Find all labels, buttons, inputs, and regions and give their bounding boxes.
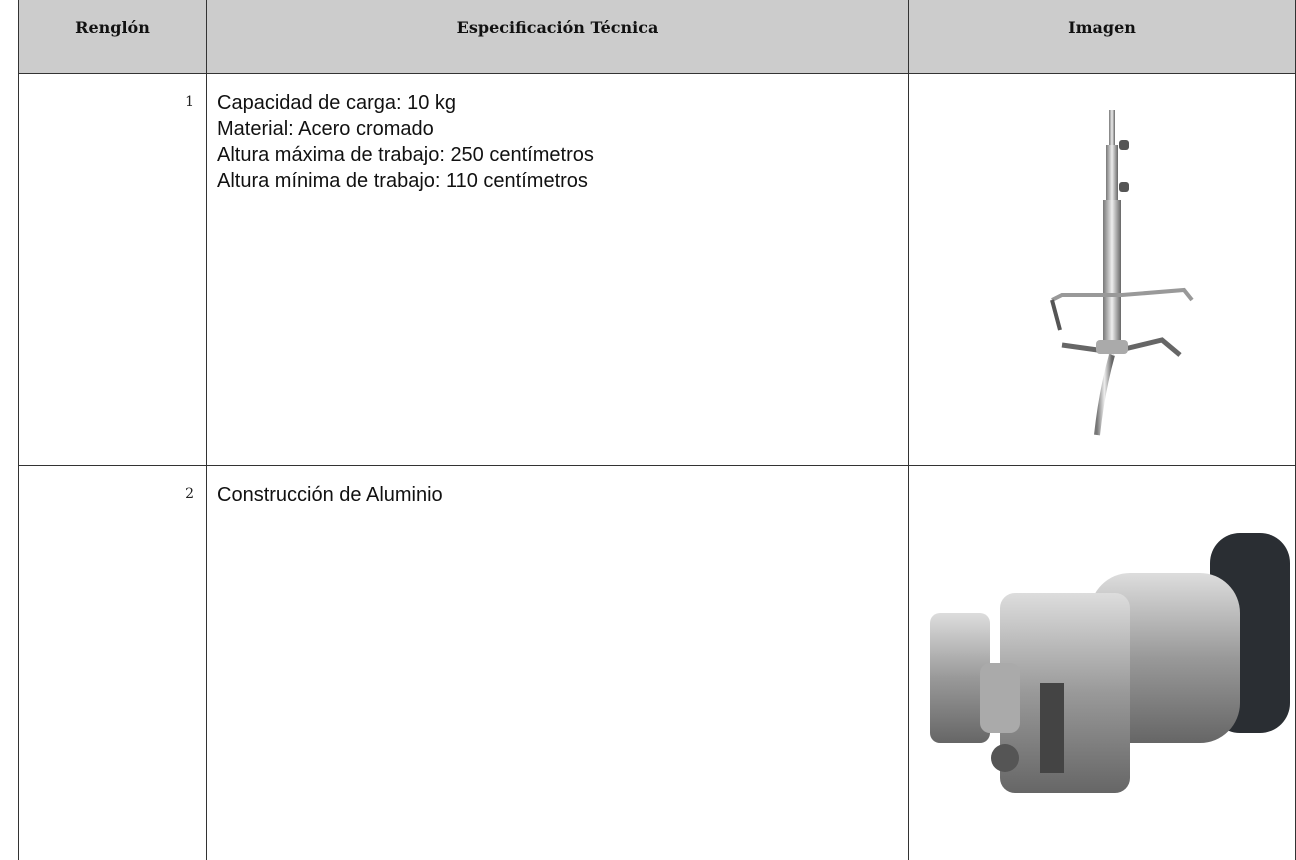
spec-line: Altura mínima de trabajo: 110 centímetro… xyxy=(217,170,588,192)
spec-line: Material: Acero cromado xyxy=(217,118,434,140)
spec-cell: Capacidad de carga: 10 kg Material: Acero… xyxy=(206,73,908,465)
spec-line: Construcción de Aluminio xyxy=(217,484,443,506)
row-number: 1 xyxy=(18,73,206,465)
row-number: 2 xyxy=(18,465,206,860)
grip-head-image xyxy=(930,533,1290,793)
spec-line: Capacidad de carga: 10 kg xyxy=(217,92,457,114)
header-cell: Renglón xyxy=(18,0,206,73)
header-cell: Imagen xyxy=(908,0,1296,73)
image-cell xyxy=(908,465,1296,860)
spec-line: Altura máxima de trabajo: 250 centímetro… xyxy=(217,144,594,166)
header-cell: Especificación Técnica xyxy=(206,0,908,73)
spec-cell: Construcción de Aluminio xyxy=(206,465,908,860)
image-cell xyxy=(908,73,1296,465)
c-stand-image xyxy=(1050,109,1194,435)
